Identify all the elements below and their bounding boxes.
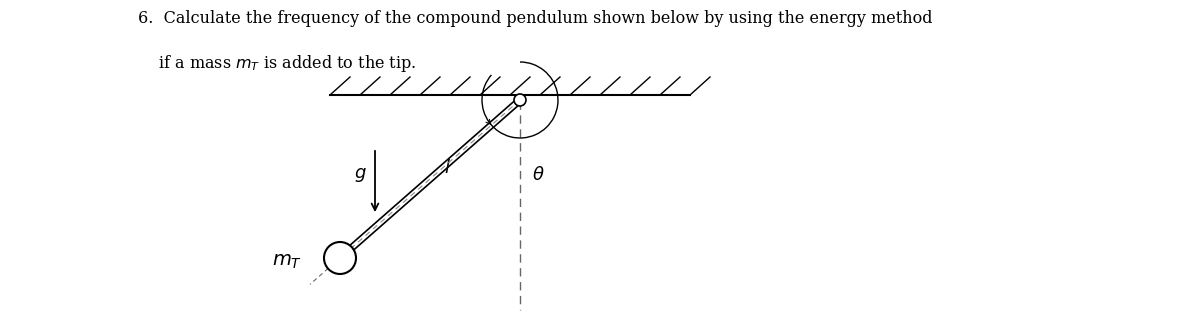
Text: $g$: $g$	[354, 166, 366, 184]
Text: $\theta$: $\theta$	[532, 166, 545, 184]
Text: 6.  Calculate the frequency of the compound pendulum shown below by using the en: 6. Calculate the frequency of the compou…	[138, 10, 932, 27]
Circle shape	[324, 242, 356, 274]
Text: $m_T$: $m_T$	[272, 253, 302, 271]
Text: if a mass $m_T$ is added to the tip.: if a mass $m_T$ is added to the tip.	[138, 53, 416, 74]
Circle shape	[514, 94, 526, 106]
Text: $l$: $l$	[444, 159, 450, 177]
